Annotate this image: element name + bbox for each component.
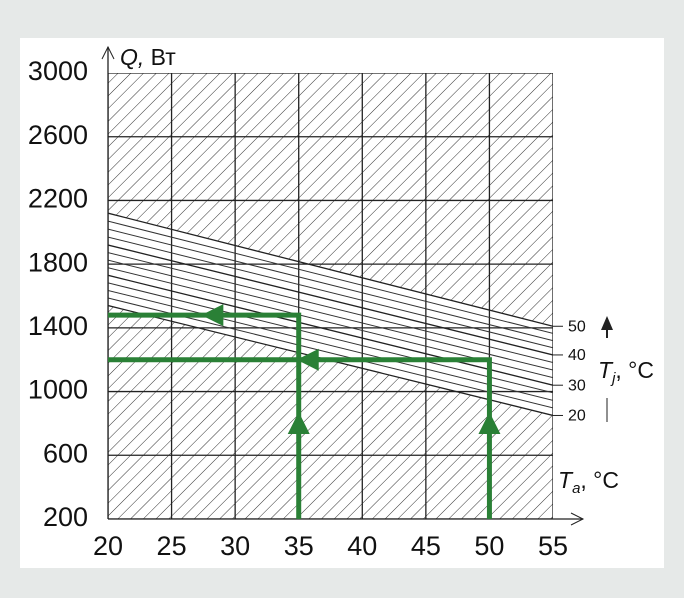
x-label-symbol: T [558,467,574,493]
band-line [108,236,553,349]
z-label-unit: , °C [615,357,654,383]
y-tick-label: 2600 [28,120,88,150]
x-arrow [570,512,585,526]
arrow-left [296,348,319,371]
y-label-unit: Вт [144,44,176,70]
x-label-unit: , °C [580,467,619,493]
band-line [108,220,553,334]
x-tick-label: 45 [411,531,441,561]
y-label: Q, Вт [120,44,176,70]
band-line [108,252,553,363]
y-tick-label: 1000 [28,375,88,405]
z-label-subscript: j [610,370,616,387]
y-tick-label: 200 [43,502,88,532]
tj-label: 20 [568,408,586,425]
arrow-left [201,304,224,327]
band-line [108,282,553,394]
x-tick-label: 55 [538,531,568,561]
reading-path [108,357,492,519]
tj-line [108,244,553,356]
z-label: Tj, °C [598,357,654,387]
band-line [108,259,553,371]
tj-label: 50 [568,318,586,335]
tj-line [108,212,553,327]
band-line [108,228,553,342]
tj-label: 30 [568,377,586,394]
arrow-up [478,412,501,434]
y-tick-label: 2200 [28,184,88,214]
x-tick-label: 35 [284,531,314,561]
y-tick-label: 3000 [28,56,88,86]
y-tick-label: 1400 [28,311,88,341]
x-label-subscript: a [572,480,580,497]
z-label-symbol: T [598,357,614,383]
arrow-up [287,412,310,434]
x-tick-label: 30 [220,531,250,561]
y-tick-label: 1800 [28,247,88,277]
tj-line [108,274,553,386]
y-arrow [101,45,115,60]
x-label: Ta, °C [558,467,619,497]
reading-path [108,312,302,519]
x-tick-label: 20 [93,531,123,561]
tj-arrow-head [601,316,613,330]
y-label-symbol: Q, [120,44,144,70]
x-tick-label: 40 [347,531,377,561]
tj-label: 40 [568,347,586,364]
x-tick-label: 50 [474,531,504,561]
x-tick-label: 25 [157,531,187,561]
y-tick-label: 600 [43,438,88,468]
band-line [108,289,553,401]
